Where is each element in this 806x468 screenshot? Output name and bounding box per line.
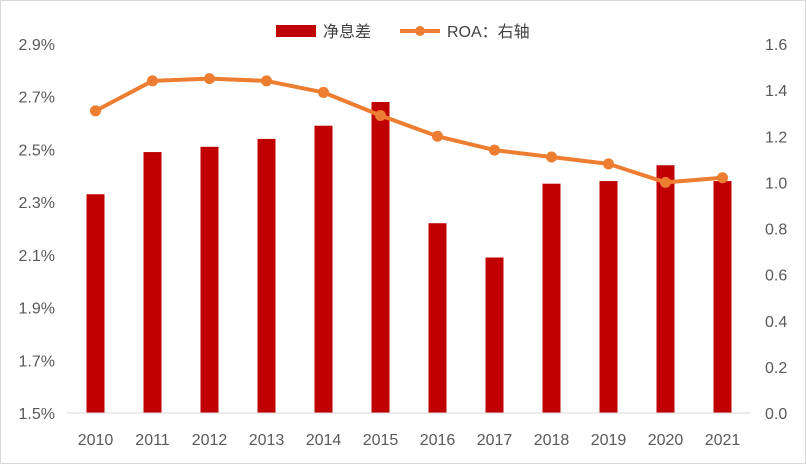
bar <box>485 257 504 413</box>
legend-line-marker <box>415 26 425 36</box>
bar <box>200 146 219 414</box>
roa-point <box>204 73 215 85</box>
x-tick-label: 2021 <box>705 432 741 449</box>
bar <box>713 181 732 413</box>
legend-line-label: ROA：右轴 <box>447 23 530 41</box>
bar-series <box>86 101 732 414</box>
roa-point <box>261 75 272 87</box>
right-tick-label: 0.2 <box>765 360 787 377</box>
legend-bar-swatch <box>276 25 316 37</box>
bar <box>257 138 276 413</box>
x-tick-label: 2017 <box>477 432 513 449</box>
left-tick-label: 1.7% <box>19 353 55 370</box>
right-tick-label: 0.6 <box>765 268 787 285</box>
right-tick-label: 1.6 <box>765 37 787 54</box>
right-tick-label: 1.4 <box>765 83 787 100</box>
bar <box>542 183 561 413</box>
roa-point <box>318 86 329 98</box>
left-axis: 1.5% 1.7% 1.9% 2.1% 2.3% 2.5% 2.7% 2.9% <box>19 37 55 423</box>
bar <box>314 125 333 413</box>
left-tick-label: 1.9% <box>19 301 55 318</box>
left-tick-label: 2.9% <box>19 37 55 54</box>
right-tick-label: 0.4 <box>765 314 787 331</box>
x-tick-label: 2011 <box>135 432 170 449</box>
x-tick-label: 2012 <box>192 432 228 449</box>
line-series <box>90 73 728 188</box>
left-tick-label: 2.3% <box>19 195 55 212</box>
x-tick-label: 2014 <box>306 432 342 449</box>
roa-point <box>660 176 671 188</box>
x-tick-label: 2010 <box>78 432 114 449</box>
x-tick-label: 2020 <box>648 432 684 449</box>
roa-point <box>375 109 386 121</box>
roa-point <box>147 75 158 87</box>
left-tick-label: 2.1% <box>19 248 55 265</box>
x-tick-label: 2019 <box>591 432 627 449</box>
roa-point <box>90 105 101 117</box>
left-tick-label: 2.7% <box>19 90 55 107</box>
right-tick-label: 1.0 <box>765 175 787 192</box>
right-tick-label: 1.2 <box>765 129 787 146</box>
roa-point <box>717 172 728 184</box>
bar <box>143 152 162 414</box>
roa-line <box>93 76 725 185</box>
x-axis: 2010 2011 2012 2013 2014 2015 2016 2017 2018 2019… <box>78 432 741 449</box>
right-tick-label: 0.0 <box>765 406 787 423</box>
left-tick-label: 1.5% <box>19 406 55 423</box>
x-tick-label: 2013 <box>249 432 285 449</box>
right-axis: 0.0 0.2 0.4 0.6 0.8 1.0 1.2 1.4 1.6 <box>765 37 787 423</box>
bar <box>86 194 105 413</box>
legend: 净息差 ROA：右轴 <box>276 23 530 41</box>
x-tick-label: 2015 <box>363 432 399 449</box>
roa-point <box>603 158 614 170</box>
bar <box>656 165 675 413</box>
right-tick-label: 0.8 <box>765 222 787 239</box>
legend-bar-label: 净息差 <box>323 23 371 41</box>
bar <box>599 181 618 413</box>
bar <box>428 223 447 413</box>
x-tick-label: 2016 <box>420 432 456 449</box>
bar <box>371 101 390 413</box>
roa-point <box>489 144 500 156</box>
roa-point <box>546 151 557 163</box>
roa-point <box>432 130 443 142</box>
x-tick-label: 2018 <box>534 432 570 449</box>
left-tick-label: 2.5% <box>19 142 55 159</box>
